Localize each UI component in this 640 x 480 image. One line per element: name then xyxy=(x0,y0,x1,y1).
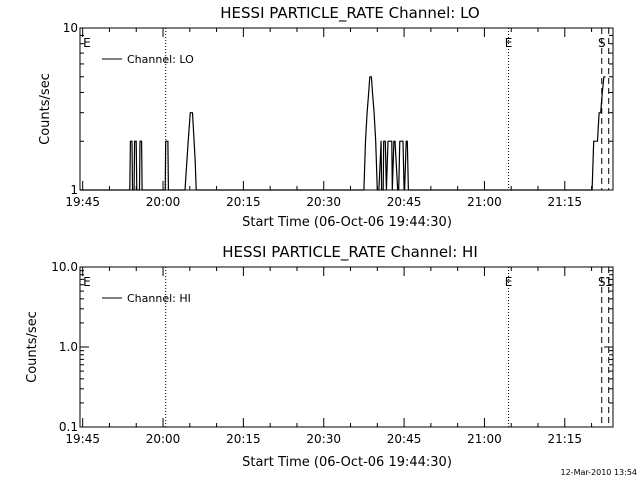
series-line xyxy=(80,76,606,191)
event-label: S xyxy=(598,36,606,50)
y-tick-label: 10.0 xyxy=(51,260,78,274)
y-axis-label: Counts/sec xyxy=(25,311,40,383)
event-label: E xyxy=(83,36,91,50)
x-tick-label: 19:45 xyxy=(65,195,100,209)
event-label: E xyxy=(83,275,91,289)
x-tick-label: 19:45 xyxy=(65,432,100,446)
x-tick-label: 20:30 xyxy=(306,432,341,446)
footer-timestamp: 12-Mar-2010 13:54 xyxy=(561,468,638,477)
x-tick-label: 20:00 xyxy=(146,432,181,446)
x-tick-label: 21:15 xyxy=(547,432,582,446)
legend-label: Channel: HI xyxy=(127,292,191,305)
panel-lo-channel: HESSI PARTICLE_RATE Channel: LO Start Ti… xyxy=(38,4,614,230)
y-tick-label: 10 xyxy=(63,21,78,35)
y-tick-label: 0.1 xyxy=(59,420,78,434)
x-tick-label: 20:15 xyxy=(226,432,261,446)
x-tick-label: 21:00 xyxy=(467,195,502,209)
event-label: E xyxy=(505,36,513,50)
event-label: S xyxy=(598,275,606,289)
panel-hi-channel: HESSI PARTICLE_RATE Channel: HI Start Ti… xyxy=(25,243,614,470)
x-axis-label: Start Time (06-Oct-06 19:44:30) xyxy=(242,215,452,230)
legend-label: Channel: LO xyxy=(127,53,194,66)
event-label: E xyxy=(505,275,513,289)
x-tick-label: 20:45 xyxy=(387,432,422,446)
x-tick-label: 20:45 xyxy=(387,195,422,209)
y-tick-label: 1 xyxy=(70,183,78,197)
x-tick-label: 20:15 xyxy=(226,195,261,209)
x-tick-label: 20:00 xyxy=(146,195,181,209)
x-tick-label: 21:15 xyxy=(547,195,582,209)
x-tick-label: 20:30 xyxy=(306,195,341,209)
y-axis-label: Counts/sec xyxy=(38,73,53,145)
y-tick-label: 1.0 xyxy=(59,340,78,354)
event-label: 1 xyxy=(605,275,613,289)
x-tick-label: 21:00 xyxy=(467,432,502,446)
chart-title: HESSI PARTICLE_RATE Channel: LO xyxy=(220,4,479,23)
x-axis-label: Start Time (06-Oct-06 19:44:30) xyxy=(242,455,452,470)
chart-title: HESSI PARTICLE_RATE Channel: HI xyxy=(222,243,478,262)
plot-frame xyxy=(79,266,614,428)
